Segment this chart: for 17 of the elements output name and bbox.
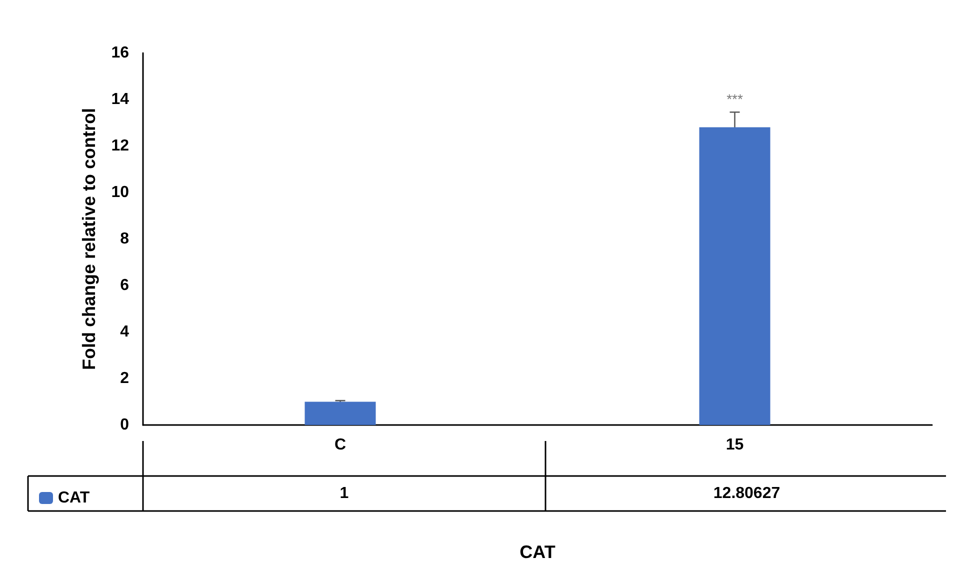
y-tick-label: 6 — [120, 277, 130, 294]
y-tick-label: 14 — [111, 91, 130, 108]
annotation: *** — [726, 91, 744, 108]
x-tick-label: C — [334, 436, 346, 454]
data-label: 1 — [340, 485, 349, 502]
y-tick-label: 0 — [120, 416, 130, 434]
y-tick-label: 12 — [111, 138, 130, 154]
y-tick-label: 4 — [120, 324, 130, 340]
x-tick-label: 15 — [726, 436, 744, 454]
x-axis-title: CAT — [520, 542, 556, 562]
y-tick-label: 8 — [120, 230, 130, 248]
y-tick-label: 10 — [111, 184, 130, 201]
y-tick-label: 16 — [111, 44, 130, 62]
data-label: 12.80627 — [713, 485, 780, 502]
legend-label: CAT — [58, 490, 90, 506]
y-axis-title: Fold change relative to control — [79, 108, 99, 370]
y-tick-label: 2 — [120, 370, 130, 387]
